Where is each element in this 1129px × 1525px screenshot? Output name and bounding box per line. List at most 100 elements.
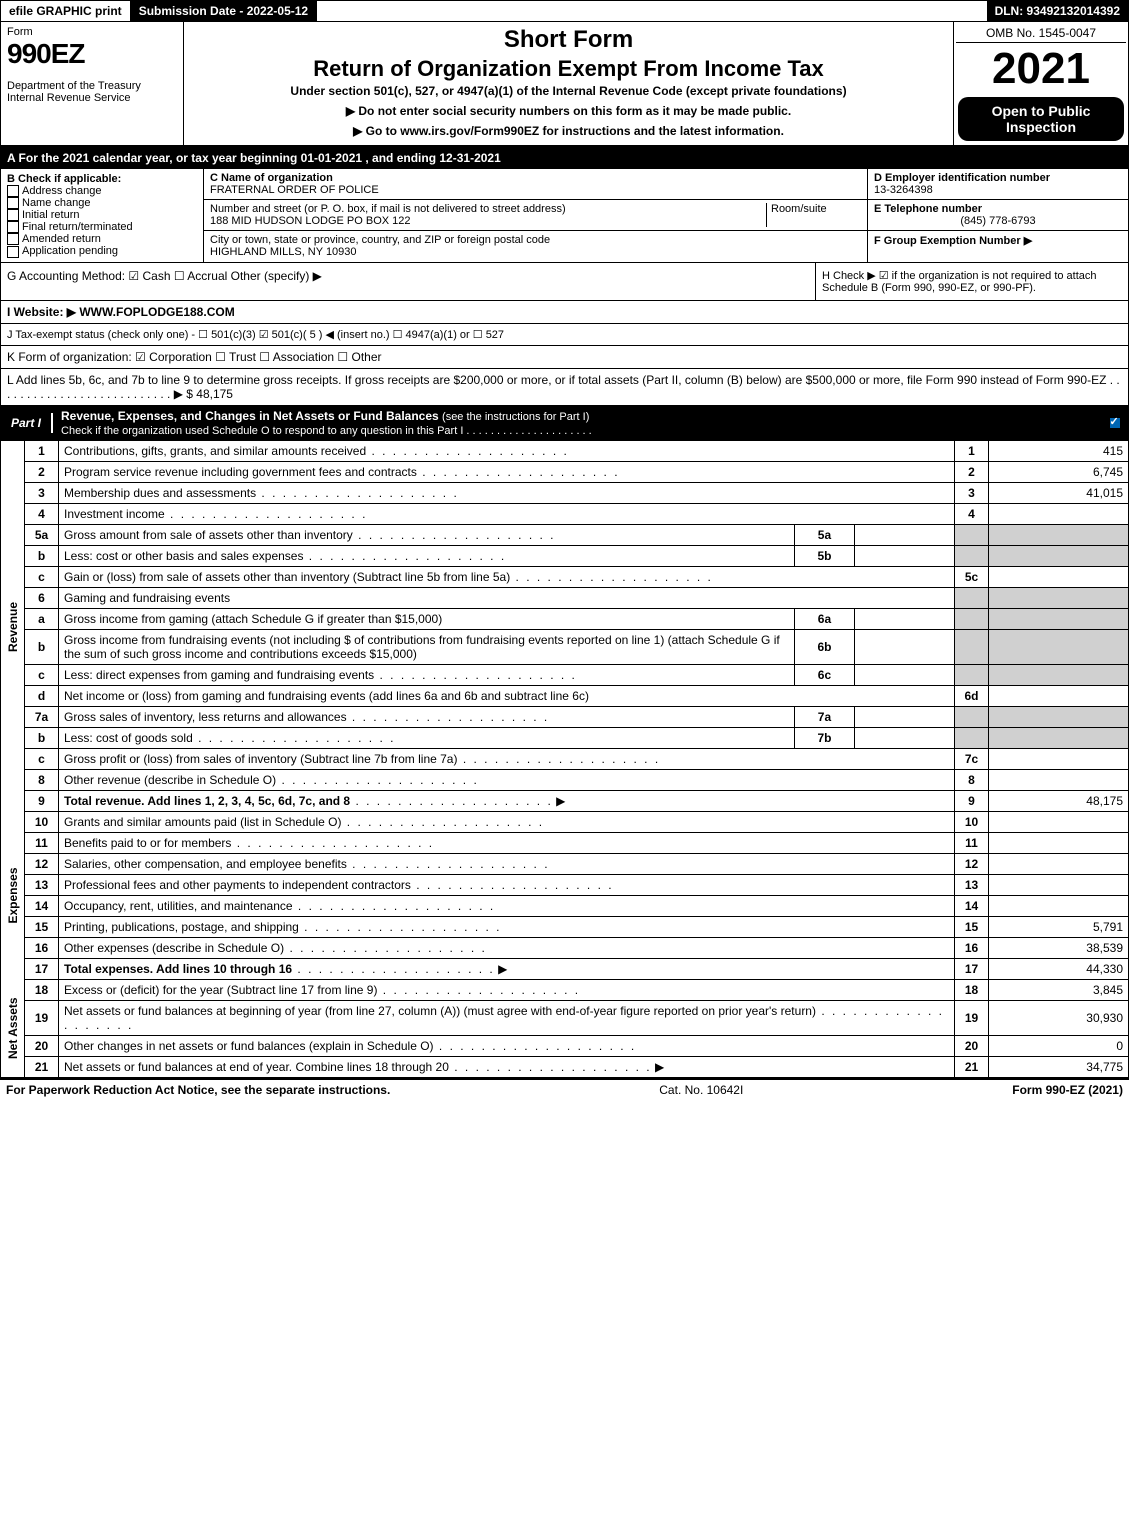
line-6b: bGross income from fundraising events (n… [1, 629, 1129, 664]
line-7a: 7aGross sales of inventory, less returns… [1, 706, 1129, 727]
b-opt-address: Address change [7, 185, 197, 197]
line-10: Expenses 10Grants and similar amounts pa… [1, 812, 1129, 833]
irs-label: Internal Revenue Service [7, 92, 177, 104]
ein-value: 13-3264398 [874, 184, 933, 196]
line-7c: cGross profit or (loss) from sales of in… [1, 748, 1129, 769]
row-j: J Tax-exempt status (check only one) - ☐… [0, 324, 1129, 346]
b-opt-amended: Amended return [7, 233, 197, 245]
col-b: B Check if applicable: Address change Na… [1, 169, 204, 262]
line-5c: cGain or (loss) from sale of assets othe… [1, 566, 1129, 587]
footer-right: Form 990-EZ (2021) [1012, 1083, 1123, 1097]
checkbox-icon[interactable] [7, 246, 19, 258]
c-name-row: C Name of organization FRATERNAL ORDER O… [204, 169, 867, 200]
line-20: 20Other changes in net assets or fund ba… [1, 1035, 1129, 1056]
form-header: Form 990EZ Department of the Treasury In… [0, 22, 1129, 147]
efile-label[interactable]: efile GRAPHIC print [1, 1, 131, 21]
phone-value: (845) 778-6793 [874, 215, 1122, 227]
part1-check [1104, 416, 1128, 430]
line-11: 11Benefits paid to or for members11 [1, 832, 1129, 853]
line-2: 2Program service revenue including gover… [1, 461, 1129, 482]
omb-number: OMB No. 1545-0047 [956, 24, 1126, 43]
c-street-row: Number and street (or P. O. box, if mail… [204, 200, 867, 231]
row-h: H Check ▶ ☑ if the organization is not r… [816, 263, 1128, 300]
checkbox-icon[interactable] [7, 221, 19, 233]
topbar-spacer [317, 1, 986, 21]
b-opt-name: Name change [7, 197, 197, 209]
line-4: 4Investment income 4 [1, 503, 1129, 524]
return-title: Return of Organization Exempt From Incom… [194, 56, 943, 82]
line-5b: bLess: cost or other basis and sales exp… [1, 545, 1129, 566]
line-6d: dNet income or (loss) from gaming and fu… [1, 685, 1129, 706]
header-center: Short Form Return of Organization Exempt… [184, 22, 954, 145]
short-form-title: Short Form [194, 26, 943, 54]
d-row: D Employer identification number 13-3264… [868, 169, 1128, 200]
checkbox-checked-icon[interactable] [1109, 417, 1121, 429]
line-3: 3Membership dues and assessments 341,015 [1, 482, 1129, 503]
part1-title: Revenue, Expenses, and Changes in Net As… [53, 406, 1104, 440]
e-row: E Telephone number (845) 778-6793 [868, 200, 1128, 231]
line-6c: cLess: direct expenses from gaming and f… [1, 664, 1129, 685]
e-label: E Telephone number [874, 203, 982, 215]
page-footer: For Paperwork Reduction Act Notice, see … [0, 1078, 1129, 1100]
c-city-label: City or town, state or province, country… [210, 234, 550, 246]
footer-left: For Paperwork Reduction Act Notice, see … [6, 1083, 390, 1097]
tax-year: 2021 [956, 43, 1126, 95]
submission-date: Submission Date - 2022-05-12 [131, 1, 317, 21]
room-label: Room/suite [771, 203, 827, 215]
part1-label: Part I [1, 413, 53, 433]
line-6a: aGross income from gaming (attach Schedu… [1, 608, 1129, 629]
part1-header: Part I Revenue, Expenses, and Changes in… [0, 406, 1129, 441]
line-6: 6Gaming and fundraising events [1, 587, 1129, 608]
line-15: 15Printing, publications, postage, and s… [1, 916, 1129, 937]
b-label: B Check if applicable: [7, 173, 197, 185]
do-not-enter: ▶ Do not enter social security numbers o… [194, 104, 943, 118]
checkbox-icon[interactable] [7, 209, 19, 221]
checkbox-icon[interactable] [7, 197, 19, 209]
line-19: 19Net assets or fund balances at beginni… [1, 1000, 1129, 1035]
org-street: 188 MID HUDSON LODGE PO BOX 122 [210, 215, 411, 227]
header-left: Form 990EZ Department of the Treasury In… [1, 22, 184, 145]
side-expenses: Expenses [1, 812, 25, 980]
line-12: 12Salaries, other compensation, and empl… [1, 853, 1129, 874]
footer-mid: Cat. No. 10642I [659, 1083, 743, 1097]
d-label: D Employer identification number [874, 172, 1050, 184]
header-right: OMB No. 1545-0047 2021 Open to Public In… [954, 22, 1128, 145]
row-gh: G Accounting Method: ☑ Cash ☐ Accrual Ot… [0, 263, 1129, 301]
line-8: 8Other revenue (describe in Schedule O) … [1, 769, 1129, 790]
top-bar: efile GRAPHIC print Submission Date - 20… [0, 0, 1129, 22]
line-1: Revenue 1 Contributions, gifts, grants, … [1, 441, 1129, 462]
section-a: A For the 2021 calendar year, or tax yea… [0, 147, 1129, 169]
org-name: FRATERNAL ORDER OF POLICE [210, 184, 379, 196]
b-opt-initial: Initial return [7, 209, 197, 221]
col-de: D Employer identification number 13-3264… [868, 169, 1128, 262]
line-14: 14Occupancy, rent, utilities, and mainte… [1, 895, 1129, 916]
side-net: Net Assets [1, 979, 25, 1077]
line-18: Net Assets 18Excess or (deficit) for the… [1, 979, 1129, 1000]
line-7b: bLess: cost of goods sold 7b [1, 727, 1129, 748]
f-label: F Group Exemption Number ▶ [874, 235, 1032, 247]
line-21: 21Net assets or fund balances at end of … [1, 1056, 1129, 1077]
dept-label: Department of the Treasury [7, 80, 177, 92]
checkbox-icon[interactable] [7, 233, 19, 245]
checkbox-icon[interactable] [7, 185, 19, 197]
open-public-badge: Open to Public Inspection [958, 97, 1124, 141]
line-5a: 5aGross amount from sale of assets other… [1, 524, 1129, 545]
row-k: K Form of organization: ☑ Corporation ☐ … [0, 346, 1129, 369]
goto-link[interactable]: ▶ Go to www.irs.gov/Form990EZ for instru… [194, 124, 943, 138]
col-c: C Name of organization FRATERNAL ORDER O… [204, 169, 868, 262]
under-section: Under section 501(c), 527, or 4947(a)(1)… [194, 84, 943, 98]
line-13: 13Professional fees and other payments t… [1, 874, 1129, 895]
b-opt-pending: Application pending [7, 245, 197, 257]
lines-table: Revenue 1 Contributions, gifts, grants, … [0, 441, 1129, 1078]
row-l: L Add lines 5b, 6c, and 7b to line 9 to … [0, 369, 1129, 406]
info-grid: B Check if applicable: Address change Na… [0, 169, 1129, 263]
side-revenue: Revenue [1, 441, 25, 812]
f-row: F Group Exemption Number ▶ [868, 231, 1128, 250]
row-g: G Accounting Method: ☑ Cash ☐ Accrual Ot… [1, 263, 816, 300]
line-16: 16Other expenses (describe in Schedule O… [1, 937, 1129, 958]
row-i[interactable]: I Website: ▶ WWW.FOPLODGE188.COM [0, 301, 1129, 324]
c-name-label: C Name of organization [210, 172, 333, 184]
c-city-row: City or town, state or province, country… [204, 231, 867, 261]
form-label: Form [7, 26, 177, 38]
org-city: HIGHLAND MILLS, NY 10930 [210, 246, 357, 258]
